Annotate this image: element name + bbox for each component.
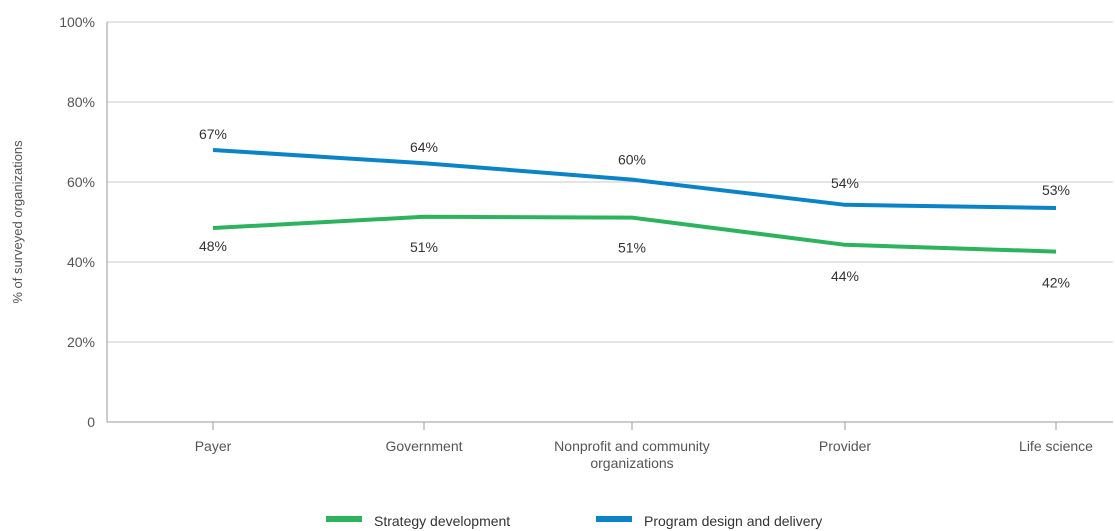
y-tick-label: 60%: [67, 174, 95, 190]
data-label: 51%: [618, 240, 646, 256]
y-tick-label: 40%: [67, 254, 95, 270]
x-axis: Payer Government Nonprofit and community or…: [107, 421, 1113, 471]
series-lines: [212, 148, 1057, 254]
data-label: 67%: [199, 126, 227, 142]
legend: Strategy development Program design and d…: [326, 513, 822, 529]
x-tick-label: Provider: [819, 438, 871, 454]
y-tick-label: 0: [87, 414, 95, 430]
y-axis-label: % of surveyed organizations: [10, 140, 25, 304]
data-label: 44%: [831, 268, 859, 284]
y-axis: 0 20% 40% 60% 80% 100%: [59, 14, 108, 430]
legend-label: Strategy development: [374, 513, 510, 529]
data-labels: 48% 51% 51% 44% 42% 67% 64% 60% 54% 53%: [199, 126, 1070, 291]
data-label: 51%: [410, 239, 438, 255]
data-label: 53%: [1042, 182, 1070, 198]
x-tick-label: Payer: [195, 438, 232, 454]
y-tick-label: 80%: [67, 94, 95, 110]
y-tick-label: 100%: [59, 14, 95, 30]
data-label: 60%: [618, 152, 646, 168]
x-tick-label: Life science: [1019, 438, 1093, 454]
data-label: 64%: [410, 139, 438, 155]
legend-swatch: [326, 516, 362, 522]
series-line-program-design-and-delivery: [212, 148, 1057, 210]
data-label: 54%: [831, 175, 859, 191]
x-tick-label: Nonprofit and community organizations: [554, 438, 710, 471]
gridlines: [107, 21, 1113, 343]
data-label: 48%: [199, 238, 227, 254]
legend-swatch: [596, 516, 632, 522]
series-line-strategy-development: [212, 214, 1057, 254]
y-tick-label: 20%: [67, 334, 95, 350]
data-label: 42%: [1042, 275, 1070, 291]
legend-label: Program design and delivery: [644, 513, 822, 529]
x-tick-label: Government: [385, 438, 462, 454]
